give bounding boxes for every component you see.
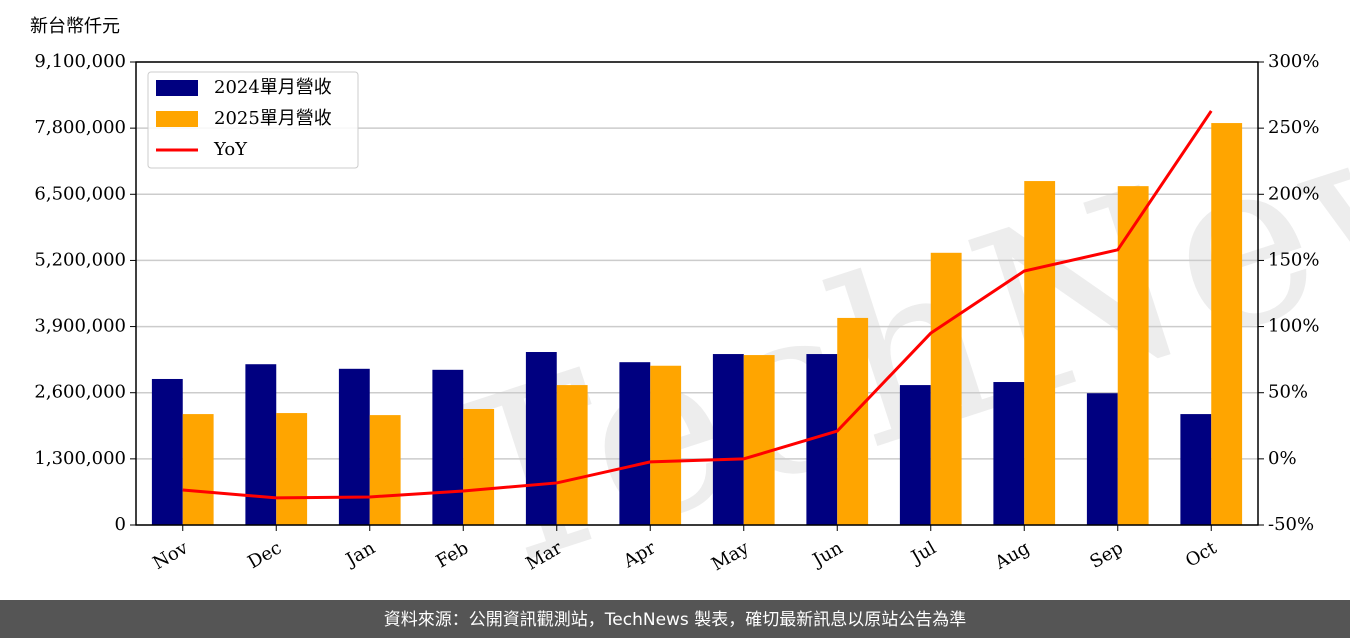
x-tick-label: Nov <box>149 537 192 574</box>
bar <box>556 385 588 525</box>
legend-label: YoY <box>213 139 248 160</box>
y-tick-label: 0 <box>115 514 126 535</box>
y2-tick-label: 200% <box>1268 183 1319 204</box>
bar <box>930 252 962 526</box>
plot-frame <box>135 61 1259 526</box>
watermark: TechNews <box>422 0 1350 625</box>
footer: 資料來源：公開資訊觀測站，TechNews 製表，確切最新訊息以原站公告為準 <box>384 610 966 630</box>
bar <box>182 414 214 525</box>
y2-tick-label: 150% <box>1268 249 1319 270</box>
bar <box>650 365 682 525</box>
y-axis-label: 新台幣仟元 <box>30 16 120 37</box>
legend-box <box>147 71 359 169</box>
bar <box>1180 414 1212 525</box>
bar <box>1024 181 1056 526</box>
x-tick-label: Dec <box>244 537 285 573</box>
y2-tick-label: 300% <box>1268 51 1319 72</box>
bar <box>1211 123 1243 526</box>
y2-tick-label: 100% <box>1268 316 1319 337</box>
bar <box>1117 186 1149 525</box>
legend-swatch <box>156 111 198 127</box>
x-tick-label: Oct <box>1182 537 1221 572</box>
bar <box>525 352 557 525</box>
bar <box>619 362 651 525</box>
x-tick-label: Sep <box>1086 537 1126 572</box>
y-tick-label: 1,300,000 <box>34 448 126 469</box>
bar <box>151 378 183 525</box>
bar <box>1086 393 1118 525</box>
bar <box>899 385 931 525</box>
y-tick-label: 5,200,000 <box>34 249 126 270</box>
bar <box>276 413 308 525</box>
bar <box>432 369 464 525</box>
legend-label: 2024單月營收 <box>214 77 332 98</box>
x-tick-label: Jun <box>808 537 847 572</box>
bar <box>245 364 277 525</box>
y2-tick-label: -50% <box>1268 514 1314 535</box>
y-tick-label: 3,900,000 <box>34 316 126 337</box>
x-tick-label: Jul <box>906 537 940 569</box>
x-tick-label: Feb <box>433 537 473 572</box>
y2-tick-label: 50% <box>1268 382 1308 403</box>
y-tick-label: 2,600,000 <box>34 382 126 403</box>
bar <box>993 382 1025 525</box>
y-tick-label: 7,800,000 <box>34 117 126 138</box>
bar <box>712 354 744 525</box>
y2-tick-label: 0% <box>1268 448 1297 469</box>
bar <box>743 355 775 525</box>
y-tick-label: 6,500,000 <box>34 183 126 204</box>
x-tick-label: Aug <box>991 537 1034 574</box>
bar <box>837 317 869 525</box>
legend-swatch <box>156 80 198 96</box>
x-tick-label: Jan <box>341 537 379 571</box>
bar <box>338 368 370 525</box>
bar <box>463 408 495 525</box>
line <box>182 110 1213 500</box>
footer-bar <box>0 600 1350 638</box>
y-tick-label: 9,100,000 <box>34 51 126 72</box>
bar <box>369 415 401 525</box>
y2-tick-label: 250% <box>1268 117 1319 138</box>
legend-label: 2025單月營收 <box>214 108 332 129</box>
